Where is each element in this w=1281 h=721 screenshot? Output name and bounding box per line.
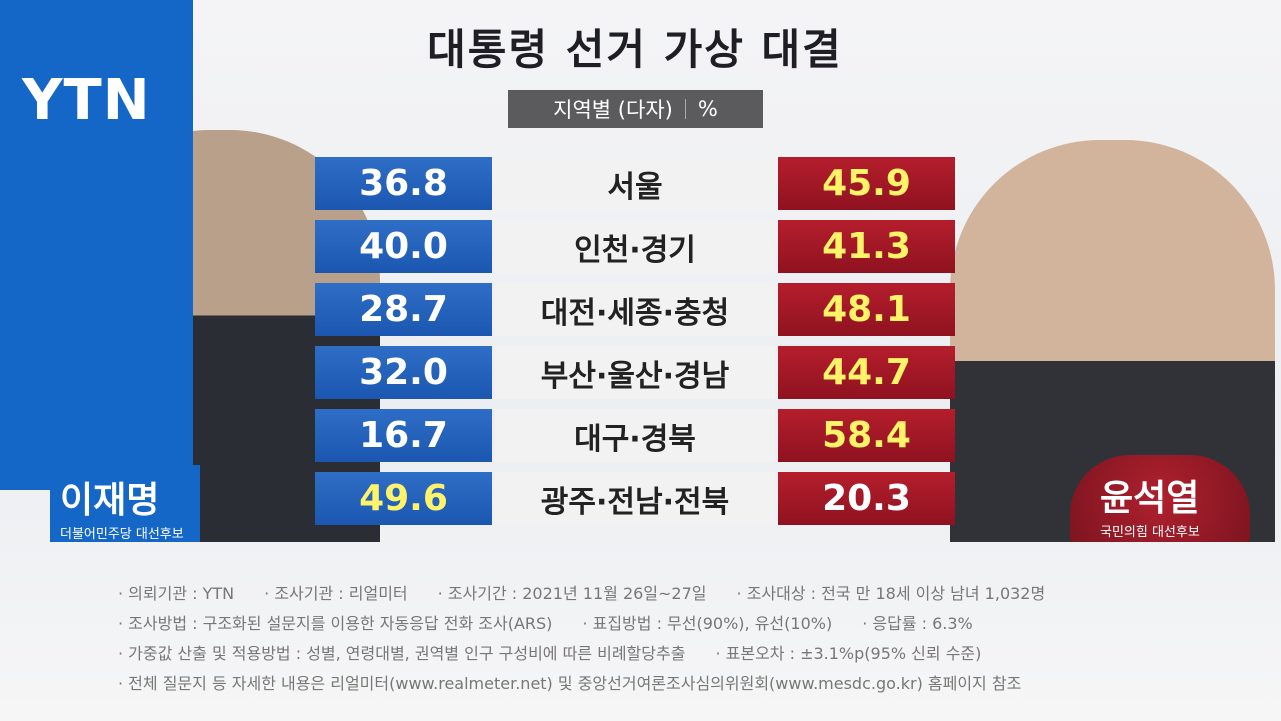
note: 의뢰기관 : YTN	[118, 580, 234, 604]
note: 표집방법 : 무선(90%), 유선(10%)	[582, 610, 833, 634]
value-cell: 45.9	[778, 157, 955, 210]
subtitle-label: 지역별 (다자)	[553, 98, 673, 122]
subtitle: 지역별 (다자) %	[508, 90, 763, 128]
value-cell: 20.3	[778, 472, 955, 525]
value-cell: 32.0	[315, 346, 492, 399]
value-cell: 16.7	[315, 409, 492, 462]
value-cell: 28.7	[315, 283, 492, 336]
region-cell: 부산·울산·경남	[495, 346, 775, 399]
note: 가중값 산출 및 적용방법 : 성별, 연령대별, 권역별 인구 구성비에 따른…	[118, 640, 685, 664]
subtitle-unit: %	[697, 97, 718, 121]
region-cell: 서울	[495, 157, 775, 210]
candidate-name: 윤석열	[1100, 478, 1200, 519]
note-line: 의뢰기관 : YTN 조사기관 : 리얼미터 조사기간 : 2021년 11월 26…	[118, 580, 1045, 604]
note: 표본오차 : ±3.1%p(95% 신뢰 수준)	[715, 640, 982, 664]
value-cell: 41.3	[778, 220, 955, 273]
note: 응답률 : 6.3%	[862, 610, 972, 634]
region-cell: 대구·경북	[495, 409, 775, 462]
note-line: 가중값 산출 및 적용방법 : 성별, 연령대별, 권역별 인구 구성비에 따른…	[118, 640, 981, 664]
note: 조사기간 : 2021년 11월 26일~27일	[438, 580, 707, 604]
value-cell: 40.0	[315, 220, 492, 273]
value-cell: 58.4	[778, 409, 955, 462]
candidate-party: 국민의힘 대선후보	[1100, 525, 1200, 540]
logo: YTN	[0, 0, 193, 490]
region-cell: 대전·세종·충청	[495, 283, 775, 336]
note-line: 전체 질문지 등 자세한 내용은 리얼미터(www.realmeter.net)…	[118, 670, 1021, 694]
candidate-label: 이재명 더불어민주당 대선후보	[50, 465, 200, 542]
title: 대통령 선거 가상 대결	[427, 25, 843, 74]
value-cell: 36.8	[315, 157, 492, 210]
value-cell: 44.7	[778, 346, 955, 399]
note: 전체 질문지 등 자세한 내용은 리얼미터(www.realmeter.net)…	[118, 670, 1021, 694]
candidate-party: 더불어민주당 대선후보	[60, 527, 184, 542]
value-cell: 49.6	[315, 472, 492, 525]
note: 조사기관 : 리얼미터	[264, 580, 407, 604]
note: 조사방법 : 구조화된 설문지를 이용한 자동응답 전화 조사(ARS)	[118, 610, 552, 634]
note-line: 조사방법 : 구조화된 설문지를 이용한 자동응답 전화 조사(ARS) 표집방법…	[118, 610, 973, 634]
region-cell: 광주·전남·전북	[495, 472, 775, 525]
region-cell: 인천·경기	[495, 220, 775, 273]
candidate-label: 윤석열 국민의힘 대선후보	[1070, 455, 1250, 542]
value-cell: 48.1	[778, 283, 955, 336]
candidate-name: 이재명	[60, 480, 160, 521]
note: 조사대상 : 전국 만 18세 이상 남녀 1,032명	[737, 580, 1046, 604]
